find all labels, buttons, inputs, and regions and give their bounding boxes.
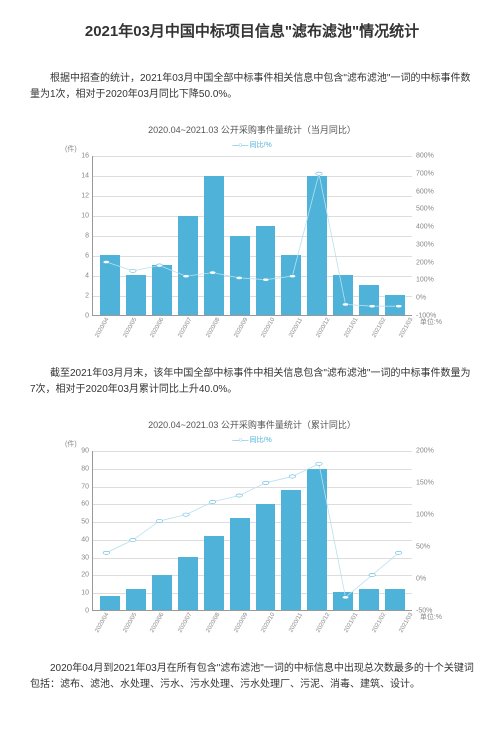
chart-legend: 同比/% [62,140,442,150]
x-tick: 2020/04 [94,317,110,339]
x-tick: 2020/12 [316,612,332,634]
x-tick: 2020/08 [205,612,221,634]
bars-container [93,451,412,610]
bar [281,255,301,315]
y-left-tick: 4 [65,273,89,280]
y-left-tick: 0 [65,313,89,320]
x-tick: 2020/05 [122,317,138,339]
x-tick: 2021/01 [343,612,359,634]
chart-1: 2020.04~2021.03 公开采购事件量统计（当月同比） 同比/% (件)单位… [62,123,442,326]
y-left-tick: 14 [65,173,89,180]
x-tick: 2020/05 [122,612,138,634]
x-tick: 2020/08 [205,317,221,339]
y-right-tick: 200% [416,448,442,455]
y-right-tick: 0% [416,576,442,583]
y-right-tick: -100% [416,313,442,320]
y-right-tick: 400% [416,224,442,231]
x-tick: 2020/10 [261,317,277,339]
x-tick: 2020/09 [233,317,249,339]
y-left-tick: 20 [65,572,89,579]
x-tick: 2021/02 [371,317,387,339]
bar [178,557,198,610]
y-right-tick: 700% [416,170,442,177]
y-left-tick: 10 [65,590,89,597]
chart-2: 2020.04~2021.03 公开采购事件量统计（累计同比） 同比/% (件)单位… [62,418,442,621]
y-left-tick: 6 [65,253,89,260]
y-right-tick: 100% [416,277,442,284]
x-tick: 2021/03 [399,612,415,634]
x-tick: 2020/11 [288,612,304,633]
x-tick: 2020/04 [94,612,110,634]
y-left-tick: 60 [65,501,89,508]
bar [359,285,379,315]
y-right-tick: 800% [416,153,442,160]
x-tick: 2020/07 [177,317,193,339]
bar [307,176,327,315]
bar [126,275,146,315]
y-right-tick: 500% [416,206,442,213]
x-tick: 2020/11 [288,317,304,338]
y-left-tick: 30 [65,554,89,561]
chart-title: 2020.04~2021.03 公开采购事件量统计（当月同比） [62,123,442,136]
bar [385,589,405,610]
y-right-tick: 600% [416,188,442,195]
x-tick: 2020/10 [261,612,277,634]
y-right-tick: 50% [416,544,442,551]
x-tick: 2020/06 [150,612,166,634]
paragraph-1: 根据中招查的统计，2021年03月中国全部中标事件相关信息中包含"滤布滤池"一词… [30,71,474,103]
y-left-tick: 12 [65,193,89,200]
x-tick: 2021/01 [343,317,359,339]
y-left-tick: 2 [65,293,89,300]
bar [256,226,276,315]
bar [333,592,353,610]
x-tick: 2020/09 [233,612,249,634]
chart-title: 2020.04~2021.03 公开采购事件量统计（累计同比） [62,418,442,431]
bar [152,575,172,610]
bar [152,265,172,315]
bar [359,589,379,610]
y-left-tick: 10 [65,213,89,220]
bar [100,255,120,315]
y-right-tick: -50% [416,608,442,615]
paragraph-2: 截至2021年03月月末，该年中国全部中标事件中相关信息包含"滤布滤池"一词的中… [30,366,474,398]
y-left-tick: 70 [65,483,89,490]
y-right-tick: 0% [416,295,442,302]
bar [204,176,224,315]
plot-area: (件)单位:%0102030405060708090-50%0%50%100%1… [92,451,412,611]
y-left-tick: 0 [65,608,89,615]
bars-container [93,156,412,315]
bar [281,490,301,610]
y-left-tick: 16 [65,153,89,160]
y-left-tick: 90 [65,448,89,455]
y-right-tick: 100% [416,512,442,519]
bar [256,504,276,610]
bar [126,589,146,610]
plot-area: (件)单位:%0246810121416-100%0%100%200%300%4… [92,156,412,316]
x-tick: 2021/02 [371,612,387,634]
x-labels: 2020/042020/052020/062020/072020/082020/… [92,320,412,326]
y-left-tick: 80 [65,465,89,472]
bar [385,295,405,315]
y-left-tick: 40 [65,536,89,543]
bar [178,216,198,315]
x-labels: 2020/042020/052020/062020/072020/082020/… [92,615,412,621]
y-right-tick: 300% [416,241,442,248]
x-tick: 2021/03 [399,317,415,339]
chart-legend: 同比/% [62,435,442,445]
bar [100,596,120,610]
y-left-tick: 8 [65,233,89,240]
bar [333,275,353,315]
y-right-tick: 200% [416,259,442,266]
x-tick: 2020/07 [177,612,193,634]
page-title: 2021年03月中国中标项目信息"滤布滤池"情况统计 [30,20,474,41]
x-tick: 2020/06 [150,317,166,339]
x-tick: 2020/12 [316,317,332,339]
bar [230,518,250,610]
y-right-tick: 150% [416,480,442,487]
bar [204,536,224,610]
y-left-tick: 50 [65,519,89,526]
paragraph-3: 2020年04月到2021年03月在所有包含"滤布滤池"一词的中标信息中出现总次… [30,661,474,693]
bar [230,236,250,316]
bar [307,469,327,610]
